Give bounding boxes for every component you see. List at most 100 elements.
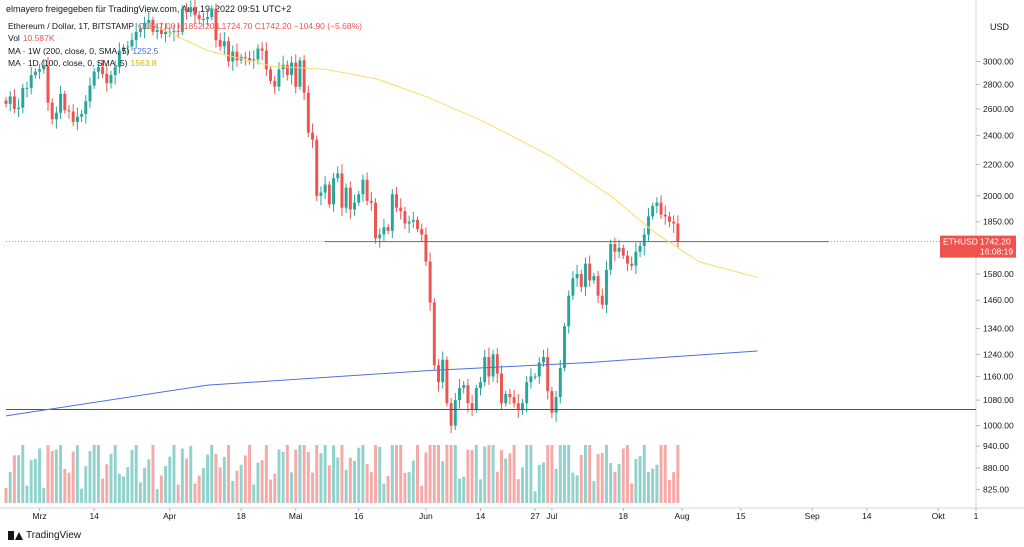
candle-body [340, 173, 344, 208]
legend-symbol-row[interactable]: Ethereum / Dollar, 1T, BITSTAMP O1847.00 … [8, 20, 362, 32]
candle-body [315, 139, 319, 196]
candle-body [306, 92, 310, 133]
candle-body [201, 19, 205, 21]
candle-body [399, 207, 403, 212]
candle-body [311, 132, 315, 140]
ma-weekly-value: 1252.5 [132, 45, 159, 56]
volume-bar [159, 475, 163, 503]
volume-bar [626, 445, 629, 503]
price-tick-label: 2000.00 [983, 191, 1014, 201]
candle-body [378, 234, 382, 239]
volume-bar [319, 453, 323, 503]
volume-bar [88, 451, 92, 503]
time-tick-label: 1 [974, 511, 979, 521]
volume-bar [390, 445, 394, 503]
volume-bar [185, 458, 189, 503]
candle-body [193, 7, 197, 16]
candle-body [504, 394, 508, 404]
legend-volume-row[interactable]: Vol 10.587K [8, 32, 362, 44]
volume-bar [667, 480, 671, 503]
volume-bar [353, 460, 356, 503]
ma-daily-label: MA · 1D (100, close, 0, SMA, 5) [8, 58, 128, 69]
volume-bar [407, 472, 411, 503]
candle-body [134, 31, 138, 41]
candle-body [563, 326, 566, 368]
candle-body [218, 40, 222, 47]
candle-body [143, 22, 147, 29]
candle-body [516, 403, 520, 410]
candle-body [487, 357, 491, 377]
candle-body [214, 8, 218, 41]
candle-body [382, 227, 386, 235]
candle-body [567, 295, 571, 327]
volume-bar [357, 447, 361, 503]
volume-bar [151, 445, 155, 503]
volume-bar [420, 485, 424, 503]
volume-bar [550, 445, 554, 503]
volume-bar [109, 453, 113, 503]
candle-body [235, 51, 239, 61]
candle-body [210, 8, 214, 18]
candle-body [96, 67, 100, 72]
volume-bar [59, 445, 63, 503]
candle-body [33, 71, 37, 76]
volume-bar [546, 445, 550, 503]
candle-body [147, 20, 151, 23]
volume-bar [588, 445, 592, 503]
time-tick-label: Sep [805, 511, 820, 521]
candle-body [273, 80, 277, 87]
candle-body [613, 243, 617, 252]
candle-body [353, 202, 356, 210]
time-tick-label: 14 [862, 511, 872, 521]
volume-bar [189, 445, 193, 503]
volume-bar [432, 445, 436, 503]
candle-body [319, 192, 323, 196]
volume-bar [206, 454, 210, 503]
volume-bar [323, 445, 327, 503]
candle-body [294, 62, 298, 87]
volume-bar [558, 445, 562, 503]
candle-body [571, 278, 575, 296]
candle-body [474, 388, 478, 410]
candle-body [25, 87, 29, 89]
volume-bar [84, 466, 88, 503]
price-chart[interactable]: 825.00 880.00 940.00 1000.00 1080.00 1160.00 1… [0, 0, 1024, 526]
volume-bar [579, 454, 583, 503]
volume-bar [248, 445, 252, 503]
candle-body [508, 394, 512, 398]
candle-body [75, 116, 79, 122]
candle-body [155, 29, 159, 32]
time-tick-label: Aug [674, 511, 689, 521]
candle-body [29, 75, 33, 88]
volume-bar [33, 458, 37, 503]
candle-body [159, 29, 163, 34]
volume-bar [29, 460, 33, 503]
volume-bar [646, 471, 650, 503]
volume-bar [378, 446, 382, 503]
volume-value: 10.587K [22, 33, 55, 44]
candle-body [332, 178, 336, 205]
legend-ma-daily-row[interactable]: MA · 1D (100, close, 0, SMA, 5) 1563.8 [8, 57, 362, 69]
volume-bar [164, 466, 168, 503]
volume-bar [113, 445, 117, 503]
volume-bar [655, 464, 659, 503]
candle-body [554, 397, 558, 413]
volume-bar [453, 445, 457, 503]
candle-body [651, 205, 655, 217]
candle-body [323, 184, 327, 193]
volume-bar [168, 456, 172, 503]
volume-bar [621, 448, 625, 503]
candle-body [449, 403, 453, 426]
candle-body [302, 60, 306, 93]
price-tick-label: 1460.00 [983, 295, 1014, 305]
time-tick-label: Okt [932, 511, 946, 521]
legend-ma-weekly-row[interactable]: MA · 1W (200, close, 0, SMA, 5) 1252.5 [8, 45, 362, 57]
candle-body [630, 263, 634, 266]
volume-bar [285, 445, 289, 503]
price-tick-label: 2800.00 [983, 79, 1014, 89]
candle-body [357, 194, 361, 203]
candle-body [327, 184, 331, 205]
price-tick-label: 1580.00 [983, 269, 1014, 279]
published-by-text: elmayero freigegeben für TradingView.com… [6, 4, 292, 14]
tradingview-brand[interactable]: TradingView [8, 530, 81, 541]
